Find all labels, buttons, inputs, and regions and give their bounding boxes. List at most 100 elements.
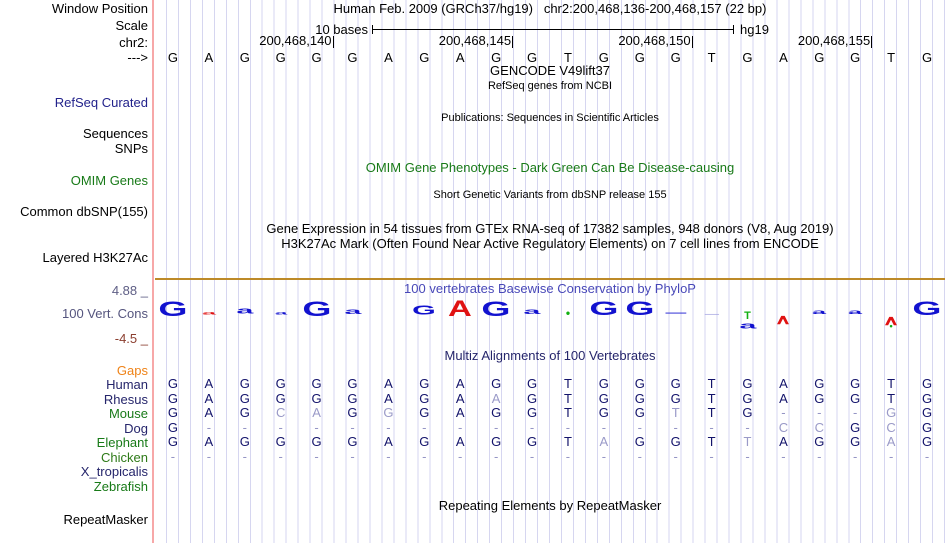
alignment-base: T	[887, 390, 896, 406]
alignment-base: G	[167, 434, 179, 449]
scale-tick-left	[372, 25, 373, 34]
species-label-chicken[interactable]: Chicken	[101, 449, 148, 465]
species-label-mouse[interactable]: Mouse	[108, 406, 148, 421]
track-label-repeatmasker[interactable]: RepeatMasker	[63, 512, 148, 527]
sequence-base: A	[384, 50, 393, 65]
track-label-layered-h3k27ac[interactable]: Layered H3K27Ac	[42, 250, 148, 265]
alignment-base: G	[419, 434, 430, 449]
alignment-base: G	[275, 376, 286, 391]
alignment-base: T	[563, 405, 572, 420]
track-label-100-vert-cons[interactable]: 100 Vert. Cons	[62, 306, 148, 321]
track-caption-100-vertebrates-basewise-conservation-by: 100 vertebrates Basewise Conservation by…	[404, 281, 696, 296]
alignment-base: G	[742, 390, 753, 406]
alignment-base: A	[455, 434, 465, 449]
alignment-base: G	[239, 405, 250, 420]
alignment-base: G	[526, 434, 538, 449]
ruler-tick-200-468-150[interactable]: 200,468,150	[543, 33, 693, 48]
ruler-tick-200-468-140[interactable]: 200,468,140	[184, 33, 334, 48]
track-caption-omim-gene-phenotypes-dark-green-can-be-d: OMIM Gene Phenotypes - Dark Green Can Be…	[365, 160, 735, 175]
alignment-base: -	[350, 448, 355, 464]
species-label-x-tropicalis[interactable]: X_tropicalis	[80, 464, 148, 479]
species-label-dog[interactable]: Dog	[124, 420, 148, 436]
alignment-base: T	[563, 390, 572, 406]
sequence-base: G	[167, 50, 179, 65]
alignment-base: G	[275, 434, 286, 449]
ruler-tick-label: 200,468,155	[797, 33, 871, 48]
species-label-elephant[interactable]: Elephant	[96, 435, 148, 450]
scale-line	[372, 29, 733, 30]
conservation-logo-glyph: G	[912, 297, 942, 320]
conservation-logo-glyph: ∧	[882, 313, 900, 329]
alignment-base: A	[779, 390, 788, 406]
conservation-logo-glyph: G	[589, 297, 619, 320]
track-label-snps[interactable]: SNPs	[114, 141, 148, 156]
alignment-base: G	[598, 390, 609, 406]
alignment-base: G	[419, 390, 430, 406]
sequence-base: G	[491, 50, 502, 65]
conservation-logo-glyph: a	[523, 306, 541, 316]
alignment-base: G	[167, 405, 179, 420]
track-label-refseq-curated[interactable]: RefSeq Curated	[54, 95, 148, 110]
alignment-base: G	[634, 434, 645, 449]
h3k27ac-baseline	[155, 278, 945, 280]
alignment-base: -	[709, 448, 714, 464]
track-caption-short-genetic-variants-from-dbsnp-releas: Short Genetic Variants from dbSNP releas…	[433, 189, 667, 201]
alignment-base: -	[529, 448, 535, 464]
track-label-scale: Scale	[115, 18, 148, 33]
alignment-base: A	[312, 405, 321, 420]
alignment-base: G	[526, 390, 538, 406]
alignment-base: G	[311, 376, 322, 391]
alignment-base: G	[921, 390, 933, 406]
alignment-base: A	[384, 390, 393, 406]
track-caption-h3k27ac-mark-often-found-near-active-reg: H3K27Ac Mark (Often Found Near Active Re…	[281, 236, 819, 251]
alignment-base: G	[850, 390, 861, 406]
alignment-base: G	[491, 376, 502, 391]
sequence-base: G	[850, 50, 861, 65]
alignment-base: G	[347, 390, 358, 406]
alignment-base: -	[673, 448, 678, 464]
track-label-sequences[interactable]: Sequences	[82, 126, 148, 141]
alignment-base: G	[239, 390, 250, 406]
alignment-base: -	[853, 405, 858, 420]
sequence-base: G	[921, 50, 933, 65]
alignment-base: G	[347, 376, 358, 391]
alignment-base: T	[707, 390, 716, 406]
alignment-base: G	[634, 405, 645, 420]
track-caption-gene-expression-in-54-tissues-from-gtex-: Gene Expression in 54 tissues from GTEx …	[266, 221, 834, 236]
alignment-base: T	[707, 376, 716, 391]
sequence-base: G	[311, 50, 322, 65]
alignment-base: -	[422, 448, 427, 464]
conservation-logo-glyph: A	[448, 296, 473, 321]
alignment-base: C	[778, 419, 789, 435]
sequence-base: G	[419, 50, 430, 65]
species-label-rhesus[interactable]: Rhesus	[103, 391, 148, 407]
alignment-base: -	[781, 448, 786, 464]
species-label-human[interactable]: Human	[106, 377, 148, 392]
sequence-base: G	[526, 50, 538, 65]
alignment-base: -	[386, 419, 391, 435]
track-label-: --->	[127, 50, 148, 65]
ruler-tick-200-468-155[interactable]: 200,468,155	[722, 33, 873, 48]
track-label-omim-genes[interactable]: OMIM Genes	[70, 173, 148, 188]
alignment-base: C	[275, 405, 286, 420]
species-label-gaps[interactable]: Gaps	[116, 363, 148, 378]
alignment-base: T	[707, 405, 716, 420]
conservation-logo-glyph: ∧	[775, 312, 792, 328]
alignment-base: -	[817, 405, 822, 420]
alignment-base: G	[814, 434, 825, 449]
sequence-base: T	[707, 50, 716, 65]
track-caption-multiz-alignments-of-100-vertebrates: Multiz Alignments of 100 Vertebrates	[444, 348, 656, 363]
alignment-base: G	[167, 376, 179, 391]
ruler-tick-200-468-145[interactable]: 200,468,145	[363, 33, 514, 48]
conservation-logo-glyph: G	[412, 303, 437, 318]
track-label-window-position: Window Position	[51, 1, 148, 16]
ruler-tick-label: 200,468,150	[618, 33, 691, 48]
alignment-base: -	[745, 448, 750, 464]
alignment-base: G	[311, 390, 322, 406]
track-label-common-dbsnp-155[interactable]: Common dbSNP(155)	[20, 204, 148, 219]
alignment-base: A	[204, 390, 214, 406]
alignment-base: G	[921, 405, 933, 420]
conservation-logo-glyph: •	[565, 306, 571, 320]
species-label-zebrafish[interactable]: Zebrafish	[93, 478, 148, 494]
